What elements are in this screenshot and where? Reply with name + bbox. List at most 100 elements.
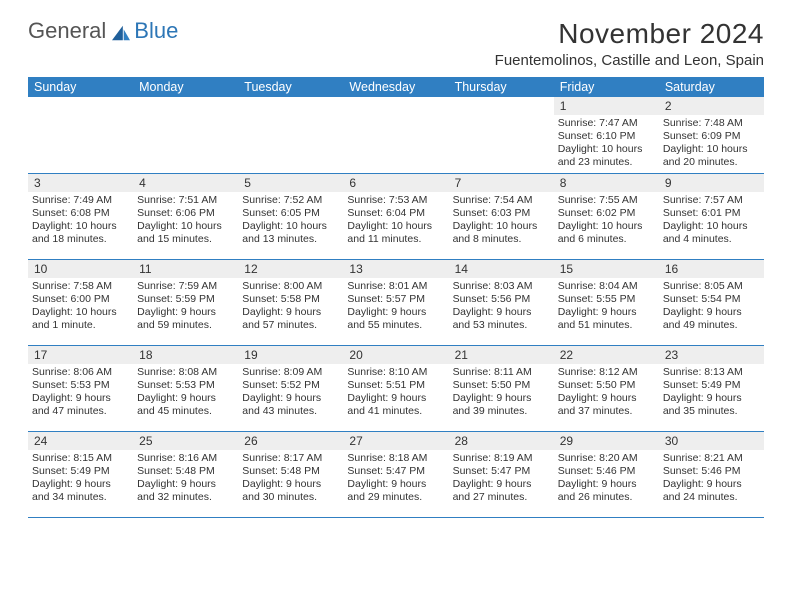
calendar-day-cell: 7Sunrise: 7:54 AMSunset: 6:03 PMDaylight… xyxy=(449,173,554,259)
day-number: 14 xyxy=(449,260,554,278)
sunset-text: Sunset: 5:59 PM xyxy=(137,293,232,306)
daylight-text: Daylight: 9 hours and 34 minutes. xyxy=(32,478,127,504)
weekday-header-row: Sunday Monday Tuesday Wednesday Thursday… xyxy=(28,77,764,97)
sunset-text: Sunset: 5:57 PM xyxy=(347,293,442,306)
daylight-text: Daylight: 10 hours and 11 minutes. xyxy=(347,220,442,246)
calendar-day-cell: 9Sunrise: 7:57 AMSunset: 6:01 PMDaylight… xyxy=(659,173,764,259)
day-number: 7 xyxy=(449,174,554,192)
sunset-text: Sunset: 5:56 PM xyxy=(453,293,548,306)
day-number: 30 xyxy=(659,432,764,450)
day-details: Sunrise: 8:13 AMSunset: 5:49 PMDaylight:… xyxy=(659,364,764,421)
day-number: 27 xyxy=(343,432,448,450)
day-details: Sunrise: 7:53 AMSunset: 6:04 PMDaylight:… xyxy=(343,192,448,249)
calendar-day-cell xyxy=(449,97,554,173)
calendar-day-cell: 6Sunrise: 7:53 AMSunset: 6:04 PMDaylight… xyxy=(343,173,448,259)
sunset-text: Sunset: 5:54 PM xyxy=(663,293,758,306)
daylight-text: Daylight: 10 hours and 8 minutes. xyxy=(453,220,548,246)
sunset-text: Sunset: 5:47 PM xyxy=(453,465,548,478)
sunset-text: Sunset: 5:48 PM xyxy=(242,465,337,478)
calendar-week-row: 10Sunrise: 7:58 AMSunset: 6:00 PMDayligh… xyxy=(28,259,764,345)
sunrise-text: Sunrise: 8:18 AM xyxy=(347,452,442,465)
day-number: 6 xyxy=(343,174,448,192)
day-number: 11 xyxy=(133,260,238,278)
sunset-text: Sunset: 5:53 PM xyxy=(32,379,127,392)
sunset-text: Sunset: 6:08 PM xyxy=(32,207,127,220)
sunset-text: Sunset: 6:05 PM xyxy=(242,207,337,220)
sunrise-text: Sunrise: 8:16 AM xyxy=(137,452,232,465)
day-details: Sunrise: 7:58 AMSunset: 6:00 PMDaylight:… xyxy=(28,278,133,335)
daylight-text: Daylight: 9 hours and 30 minutes. xyxy=(242,478,337,504)
calendar-day-cell: 29Sunrise: 8:20 AMSunset: 5:46 PMDayligh… xyxy=(554,431,659,517)
day-number: 4 xyxy=(133,174,238,192)
sunrise-text: Sunrise: 8:06 AM xyxy=(32,366,127,379)
logo-text-gray: General xyxy=(28,18,106,44)
weekday-header: Saturday xyxy=(659,77,764,97)
day-number: 29 xyxy=(554,432,659,450)
day-number: 24 xyxy=(28,432,133,450)
calendar-day-cell xyxy=(28,97,133,173)
day-details: Sunrise: 8:19 AMSunset: 5:47 PMDaylight:… xyxy=(449,450,554,507)
day-details: Sunrise: 8:11 AMSunset: 5:50 PMDaylight:… xyxy=(449,364,554,421)
calendar-day-cell: 22Sunrise: 8:12 AMSunset: 5:50 PMDayligh… xyxy=(554,345,659,431)
calendar-day-cell: 20Sunrise: 8:10 AMSunset: 5:51 PMDayligh… xyxy=(343,345,448,431)
sunrise-text: Sunrise: 7:51 AM xyxy=(137,194,232,207)
daylight-text: Daylight: 9 hours and 35 minutes. xyxy=(663,392,758,418)
sunset-text: Sunset: 6:04 PM xyxy=(347,207,442,220)
weekday-header: Tuesday xyxy=(238,77,343,97)
sunrise-text: Sunrise: 7:48 AM xyxy=(663,117,758,130)
sunrise-text: Sunrise: 7:53 AM xyxy=(347,194,442,207)
sunrise-text: Sunrise: 8:15 AM xyxy=(32,452,127,465)
sunrise-text: Sunrise: 8:12 AM xyxy=(558,366,653,379)
day-details: Sunrise: 7:54 AMSunset: 6:03 PMDaylight:… xyxy=(449,192,554,249)
daylight-text: Daylight: 9 hours and 29 minutes. xyxy=(347,478,442,504)
day-number: 13 xyxy=(343,260,448,278)
sunset-text: Sunset: 6:10 PM xyxy=(558,130,653,143)
daylight-text: Daylight: 9 hours and 55 minutes. xyxy=(347,306,442,332)
weekday-header: Wednesday xyxy=(343,77,448,97)
day-number: 16 xyxy=(659,260,764,278)
sunset-text: Sunset: 5:46 PM xyxy=(663,465,758,478)
sunrise-text: Sunrise: 8:17 AM xyxy=(242,452,337,465)
day-details: Sunrise: 8:10 AMSunset: 5:51 PMDaylight:… xyxy=(343,364,448,421)
calendar-day-cell: 26Sunrise: 8:17 AMSunset: 5:48 PMDayligh… xyxy=(238,431,343,517)
calendar-week-row: 3Sunrise: 7:49 AMSunset: 6:08 PMDaylight… xyxy=(28,173,764,259)
day-details: Sunrise: 8:16 AMSunset: 5:48 PMDaylight:… xyxy=(133,450,238,507)
calendar-day-cell: 24Sunrise: 8:15 AMSunset: 5:49 PMDayligh… xyxy=(28,431,133,517)
sunset-text: Sunset: 5:47 PM xyxy=(347,465,442,478)
day-number: 17 xyxy=(28,346,133,364)
sunrise-text: Sunrise: 8:11 AM xyxy=(453,366,548,379)
calendar-week-row: 1Sunrise: 7:47 AMSunset: 6:10 PMDaylight… xyxy=(28,97,764,173)
daylight-text: Daylight: 9 hours and 53 minutes. xyxy=(453,306,548,332)
day-number: 1 xyxy=(554,97,659,115)
sunset-text: Sunset: 5:58 PM xyxy=(242,293,337,306)
weekday-header: Monday xyxy=(133,77,238,97)
header: General Blue November 2024 Fuentemolinos… xyxy=(28,18,764,69)
daylight-text: Daylight: 9 hours and 26 minutes. xyxy=(558,478,653,504)
calendar-body: 1Sunrise: 7:47 AMSunset: 6:10 PMDaylight… xyxy=(28,97,764,517)
daylight-text: Daylight: 9 hours and 27 minutes. xyxy=(453,478,548,504)
day-details: Sunrise: 7:49 AMSunset: 6:08 PMDaylight:… xyxy=(28,192,133,249)
sunrise-text: Sunrise: 8:10 AM xyxy=(347,366,442,379)
day-number: 22 xyxy=(554,346,659,364)
daylight-text: Daylight: 10 hours and 20 minutes. xyxy=(663,143,758,169)
calendar-page: General Blue November 2024 Fuentemolinos… xyxy=(0,0,792,526)
calendar-day-cell: 12Sunrise: 8:00 AMSunset: 5:58 PMDayligh… xyxy=(238,259,343,345)
sunrise-text: Sunrise: 8:19 AM xyxy=(453,452,548,465)
day-number: 5 xyxy=(238,174,343,192)
calendar-day-cell: 21Sunrise: 8:11 AMSunset: 5:50 PMDayligh… xyxy=(449,345,554,431)
calendar-day-cell: 11Sunrise: 7:59 AMSunset: 5:59 PMDayligh… xyxy=(133,259,238,345)
day-number: 18 xyxy=(133,346,238,364)
sunset-text: Sunset: 6:09 PM xyxy=(663,130,758,143)
day-number: 8 xyxy=(554,174,659,192)
day-details: Sunrise: 8:09 AMSunset: 5:52 PMDaylight:… xyxy=(238,364,343,421)
sunset-text: Sunset: 5:48 PM xyxy=(137,465,232,478)
calendar-day-cell: 10Sunrise: 7:58 AMSunset: 6:00 PMDayligh… xyxy=(28,259,133,345)
day-details: Sunrise: 8:01 AMSunset: 5:57 PMDaylight:… xyxy=(343,278,448,335)
day-details: Sunrise: 7:47 AMSunset: 6:10 PMDaylight:… xyxy=(554,115,659,172)
sunrise-text: Sunrise: 7:59 AM xyxy=(137,280,232,293)
calendar-day-cell: 5Sunrise: 7:52 AMSunset: 6:05 PMDaylight… xyxy=(238,173,343,259)
sunset-text: Sunset: 6:00 PM xyxy=(32,293,127,306)
logo: General Blue xyxy=(28,18,178,44)
sunrise-text: Sunrise: 7:55 AM xyxy=(558,194,653,207)
sunrise-text: Sunrise: 8:04 AM xyxy=(558,280,653,293)
